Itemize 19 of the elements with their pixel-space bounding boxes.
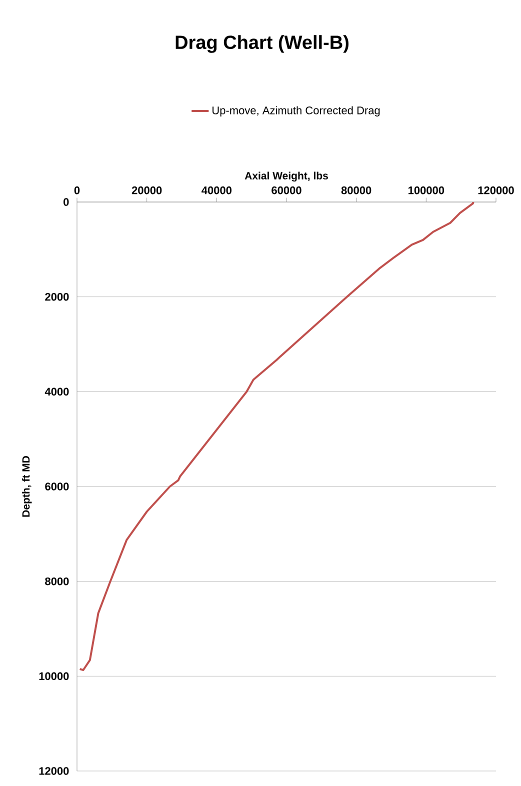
y-tick-label: 12000 [39,767,69,775]
line-series [78,202,474,671]
x-tick-label: 120000 [478,186,514,194]
x-tick-label: 0 [74,186,80,194]
x-tick-label: 60000 [272,186,302,194]
x-tick-label: 100000 [408,186,444,194]
x-tick-label: 40000 [202,186,232,194]
y-tick-label: 10000 [39,672,69,680]
chart-title: Drag Chart (Well-B) [176,35,348,53]
legend-label: Up-move, Azimuth Corrected Drag [212,106,380,116]
y-tick-label: 8000 [45,577,69,586]
y-axis-title: Depth, ft MD [22,456,32,517]
y-tick-label: 0 [64,198,69,206]
x-tick-label: 80000 [341,186,372,194]
x-axis-title: Axial Weight, lbs [244,172,328,182]
y-tick-label: 4000 [44,388,69,396]
y-tick-label: 2000 [45,292,69,301]
y-tick-label: 6000 [45,482,69,490]
x-tick-label: 20000 [132,186,162,194]
